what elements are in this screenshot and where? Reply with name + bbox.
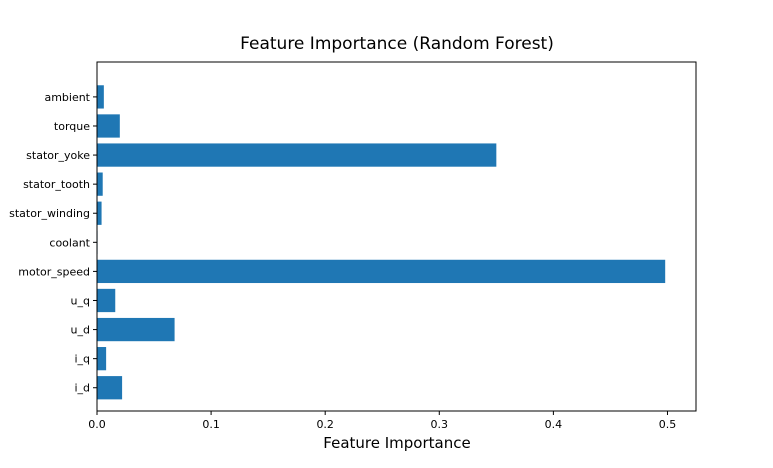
y-tick-label: i_q bbox=[74, 353, 90, 366]
bar-u-d bbox=[97, 317, 175, 342]
bar-stator-tooth bbox=[97, 172, 103, 196]
x-tick-label: 0.2 bbox=[316, 418, 334, 431]
y-tick-label: stator_yoke bbox=[26, 149, 90, 162]
bar-motor-speed bbox=[97, 259, 666, 284]
bar-stator-winding bbox=[97, 201, 102, 225]
y-axis: i_d i_q u_d u_q motor_speed coolant stator_win… bbox=[9, 91, 97, 395]
bar-torque bbox=[97, 114, 120, 138]
x-axis-title: Feature Importance bbox=[323, 434, 470, 452]
y-tick-label: coolant bbox=[49, 236, 90, 249]
x-axis: 0.0 0.1 0.2 0.3 0.4 0.5 bbox=[88, 411, 676, 431]
plot-frame bbox=[96, 61, 697, 412]
y-tick-label: torque bbox=[54, 120, 90, 133]
bar-i-d bbox=[97, 376, 123, 400]
x-tick-label: 0.4 bbox=[545, 418, 563, 431]
bar-stator-yoke bbox=[97, 143, 497, 167]
y-tick-label: stator_tooth bbox=[23, 178, 90, 191]
chart-title: Feature Importance (Random Forest) bbox=[240, 34, 554, 54]
bar-ambient bbox=[97, 85, 104, 109]
y-tick-label: ambient bbox=[44, 91, 90, 104]
x-tick-label: 0.0 bbox=[88, 418, 106, 431]
bar-i-q bbox=[97, 347, 107, 371]
x-tick-label: 0.1 bbox=[202, 418, 220, 431]
x-tick-label: 0.5 bbox=[659, 418, 677, 431]
bar-u-q bbox=[97, 288, 116, 313]
bars-group bbox=[97, 85, 666, 400]
x-tick-label: 0.3 bbox=[431, 418, 449, 431]
y-tick-label: motor_speed bbox=[18, 265, 90, 278]
y-tick-label: stator_winding bbox=[9, 207, 90, 220]
y-tick-label: i_d bbox=[74, 382, 90, 395]
y-tick-label: u_q bbox=[71, 294, 90, 307]
y-tick-label: u_d bbox=[71, 324, 90, 337]
